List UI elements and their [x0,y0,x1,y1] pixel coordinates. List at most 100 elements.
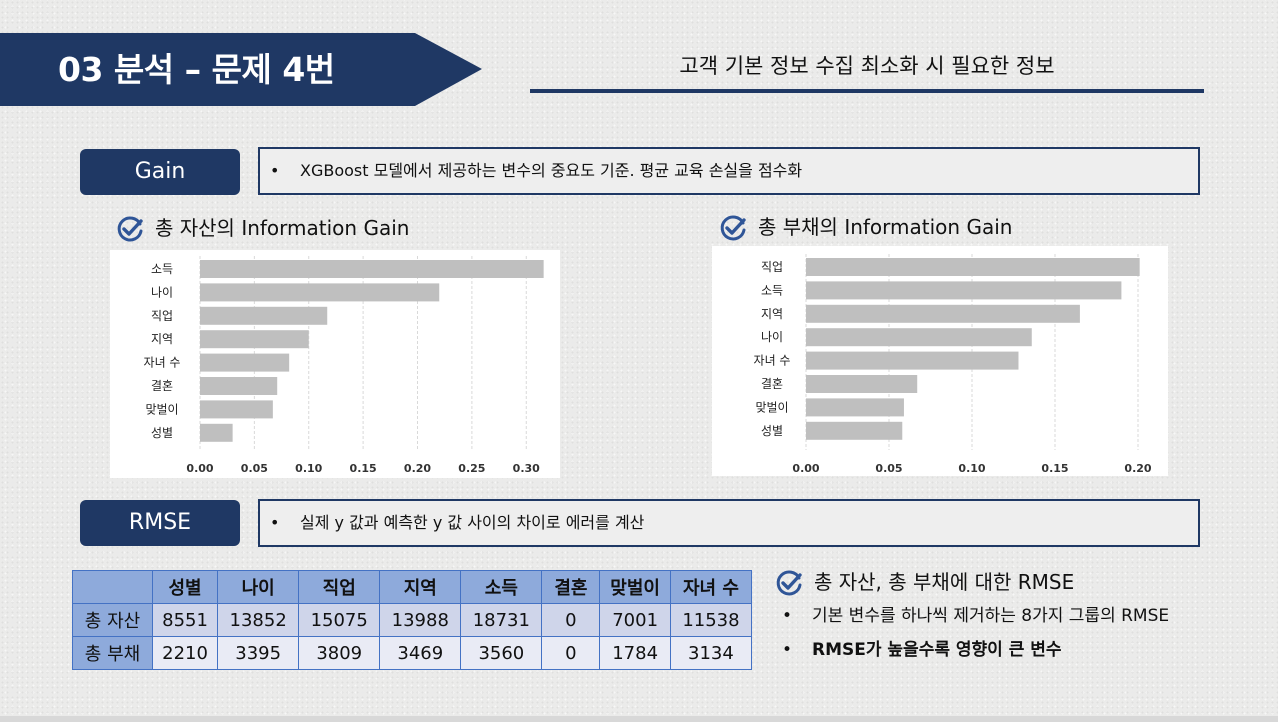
list-item-text: 기본 변수를 하나씩 제거하는 8가지 그룹의 RMSE [812,606,1170,626]
x-tick-label: 0.30 [513,462,540,475]
page-subtitle: 고객 기본 정보 수집 최소화 시 필요한 정보 [679,54,1055,78]
x-tick-label: 0.10 [295,462,322,475]
table-row: 총 부채 2210 3395 3809 3469 3560 0 1784 313… [72,636,753,670]
gain-label: Gain [80,149,240,195]
table-cell: 15075 [298,603,381,637]
bar [806,351,1019,370]
x-tick-label: 0.15 [350,462,377,475]
category-label: 소득 [761,283,783,297]
bullet: • [270,161,280,180]
table-cell: 18731 [460,603,543,637]
bar [806,304,1080,323]
table-header-row: 성별 나이 직업 지역 소득 결혼 맞벌이 자녀 수 [72,570,753,604]
table-cell: 3809 [298,636,381,670]
x-tick-label: 0.15 [1041,462,1068,475]
category-label: 맞벌이 [755,400,788,414]
footer-bar [0,716,1278,722]
check-circle-icon [776,570,802,595]
column-header: 결혼 [541,570,601,604]
table-cell: 7001 [599,603,671,637]
rmse-table: 성별 나이 직업 지역 소득 결혼 맞벌이 자녀 수 총 자산 8551 138… [72,570,753,670]
column-header: 성별 [151,570,219,604]
gain-description-box: • XGBoost 모델에서 제공하는 변수의 중요도 기준. 평균 교육 손실을… [258,147,1200,195]
category-label: 자녀 수 [754,354,791,368]
subtitle-underline [530,89,1204,93]
header-banner [0,33,482,106]
table-cell: 2210 [151,636,219,670]
table-cell: 11538 [669,603,753,637]
bullet: • [782,606,793,626]
bar [200,377,278,395]
category-label: 성별 [151,426,173,440]
table-row: 총 자산 8551 13852 15075 13988 18731 0 7001… [72,603,753,637]
x-tick-label: 0.20 [1124,462,1151,475]
bar [806,258,1140,276]
check-circle-icon [720,215,746,240]
table-cell: 0 [541,603,601,637]
x-tick-label: 0.05 [875,462,902,475]
bar [200,283,440,302]
table-cell: 13852 [217,603,300,637]
category-label: 결혼 [151,379,173,393]
table-cell: 0 [541,636,601,670]
table-cell: 3469 [379,636,462,670]
bullet: • [782,640,793,660]
gain-description: XGBoost 모델에서 제공하는 변수의 중요도 기준. 평균 교육 손실을 … [300,161,803,180]
column-header: 소득 [460,570,543,604]
row-header: 총 부채 [72,636,153,670]
x-tick-label: 0.00 [792,462,819,475]
column-header: 자녀 수 [669,570,753,604]
debt-chart-heading: 총 부채의 Information Gain [718,211,1012,244]
assets-chart-heading: 총 자산의 Information Gain [115,212,409,245]
assets-gain-chart-panel: 0.00 0.05 0.10 0.15 0.20 0.25 0.30 소득 나이 직업 지역 자녀 수… [110,250,560,478]
bar [806,281,1122,300]
x-tick-label: 0.00 [186,462,213,475]
bar [200,423,233,442]
table-cell: 3134 [669,636,753,670]
rmse-description: 실제 y 값과 예측한 y 값 사이의 차이로 에러를 계산 [300,513,645,532]
x-tick-label: 0.10 [958,462,985,475]
category-label: 결혼 [761,377,783,391]
category-label: 지역 [151,332,173,346]
column-header: 나이 [217,570,300,604]
category-label: 직업 [151,309,173,323]
bar [200,306,328,325]
category-label: 나이 [151,285,173,299]
bar [200,260,544,278]
column-header: 직업 [298,570,381,604]
x-tick-label: 0.05 [241,462,268,475]
table-corner-cell [72,570,153,604]
x-tick-label: 0.20 [404,462,431,475]
bullet: • [270,513,280,532]
row-header: 총 자산 [72,603,153,637]
x-tick-label: 0.25 [458,462,485,475]
category-label: 자녀 수 [144,356,181,370]
bar [200,353,290,372]
list-item: • 기본 변수를 하나씩 제거하는 8가지 그룹의 RMSE [782,599,1262,633]
column-header: 맞벌이 [599,570,671,604]
rmse-description-box: • 실제 y 값과 예측한 y 값 사이의 차이로 에러를 계산 [258,499,1200,547]
table-cell: 3560 [460,636,543,670]
bar [806,398,904,417]
table-cell: 1784 [599,636,671,670]
category-label: 맞벌이 [145,402,178,416]
category-label: 지역 [761,307,783,321]
list-item: • RMSE가 높을수록 영향이 큰 변수 [782,633,1262,667]
category-label: 성별 [761,424,783,438]
bar [806,328,1032,347]
rmse-notes-heading: 총 자산, 총 부채에 대한 RMSE [774,566,1074,599]
table-cell: 8551 [151,603,219,637]
category-label: 직업 [761,260,783,274]
table-cell: 13988 [379,603,462,637]
category-label: 나이 [761,330,783,344]
assets-chart-title: 총 자산의 Information Gain [155,216,410,240]
debt-chart-title: 총 부채의 Information Gain [758,215,1013,239]
bar [200,330,309,349]
bar [806,421,903,440]
list-item-text: RMSE가 높을수록 영향이 큰 변수 [812,640,1062,660]
page-title: 03 분석 – 문제 4번 [58,50,335,89]
rmse-label: RMSE [80,500,240,546]
